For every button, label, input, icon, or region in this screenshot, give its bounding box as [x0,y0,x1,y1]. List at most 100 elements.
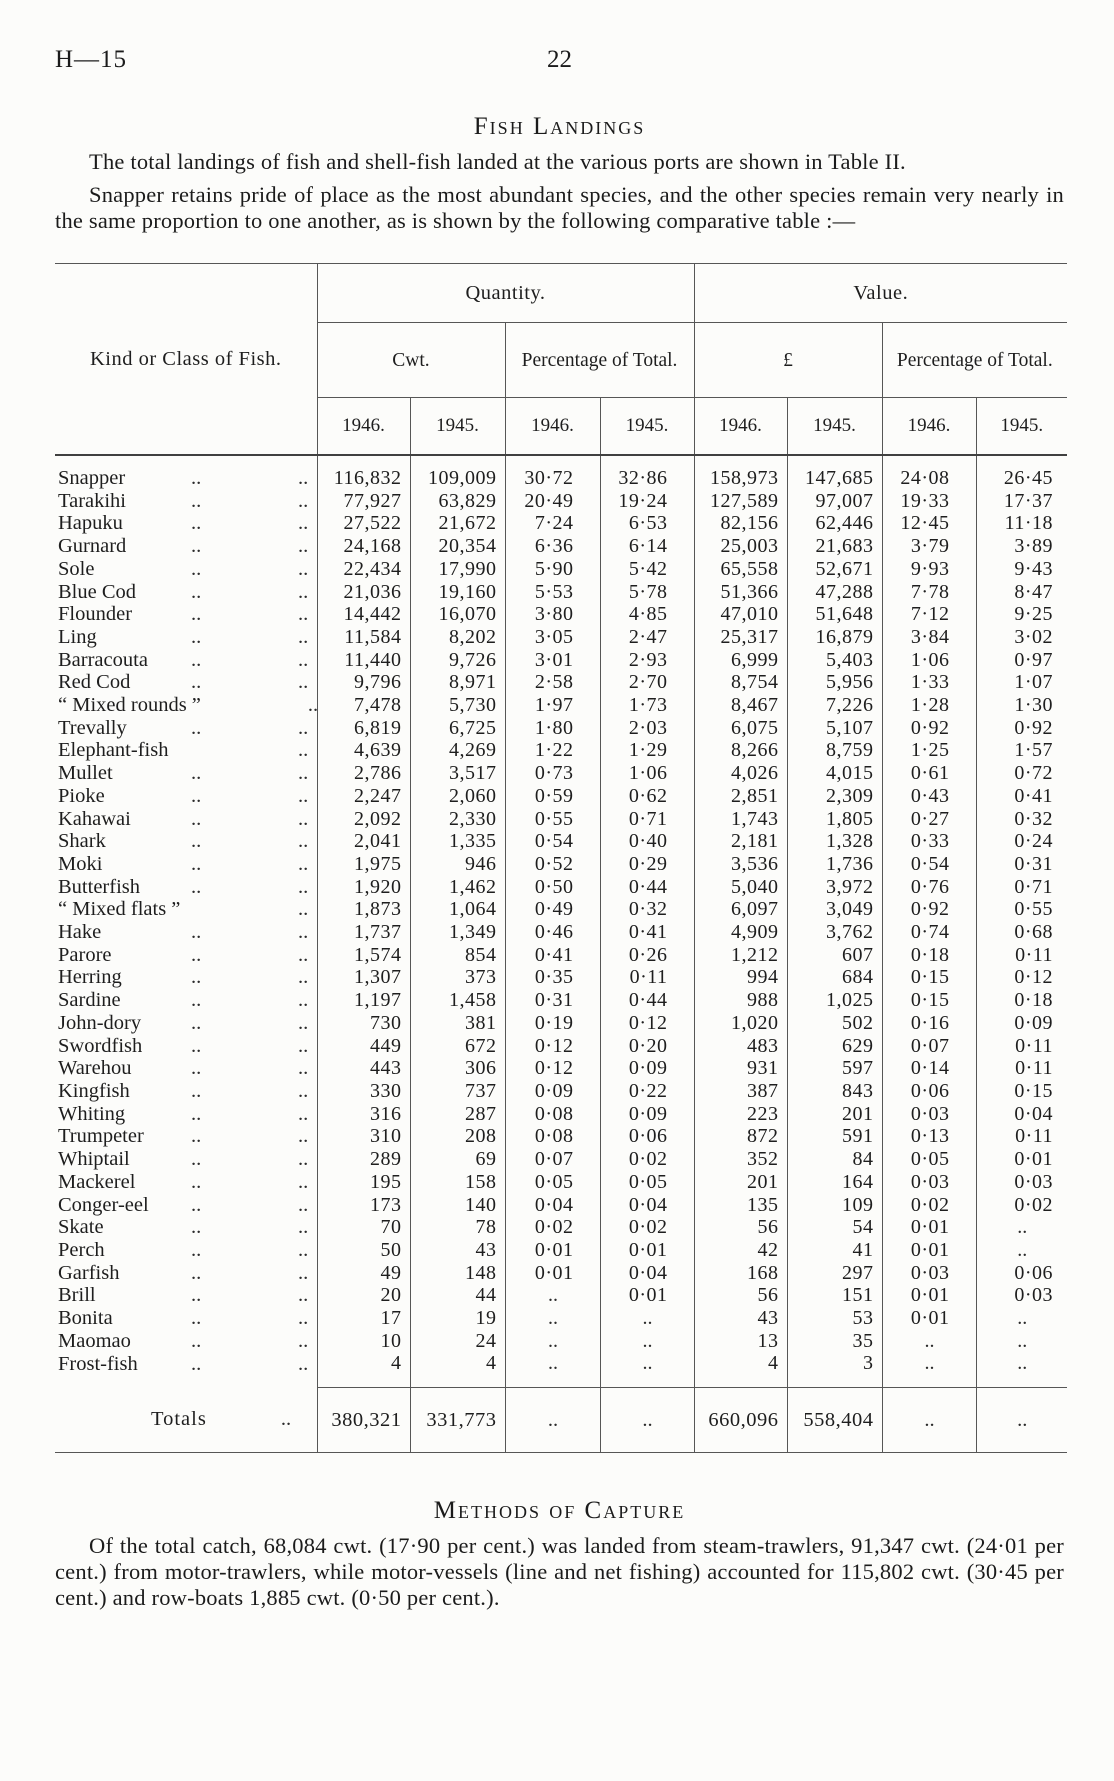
fish-name-cell: John-dory.... [55,1012,317,1035]
value-cell: 0·18 [881,943,977,967]
value-cell: 52,671 [786,557,883,581]
value-cell: 483 [693,1034,788,1058]
value-cell: 65,558 [693,557,788,581]
value-cell: 1,307 [316,966,410,990]
value-cell: 502 [786,1011,883,1035]
value-cell: 0·01 [599,1284,695,1308]
value-cell: 2,041 [316,830,410,853]
value-cell: 0·22 [599,1079,695,1103]
value-cell: 25,003 [693,535,788,558]
value-cell: 8,467 [693,694,788,717]
value-cell: 24 [409,1329,505,1353]
value-cell: 6,999 [693,648,788,672]
dot-leader: .. [280,1408,292,1431]
dot-leader: .. [191,1034,202,1057]
fish-name-cell: Kingfish.... [55,1080,317,1103]
fish-name-cell: Frost-fish.... [55,1352,317,1387]
value-cell: 449 [316,1034,410,1058]
value-cell: 0·71 [599,807,695,831]
table-row: Snapper.... 116,832 109,009 30·72 32·86 158,9… [55,455,1068,490]
dot-leader: .. [298,1148,309,1171]
value-cell: 164 [786,1170,883,1194]
dot-leader: .. [298,625,309,648]
dot-leader: .. [298,762,309,785]
dot-leader: .. [298,1307,309,1330]
value-cell: 1,975 [316,852,410,876]
table-row: Pioke.... 2,247 2,060 0·59 0·62 2,851 2,309 0·4… [55,784,1068,808]
value-cell: 854 [409,943,505,967]
value-cell: 3·05 [504,625,600,649]
dot-leader: .. [298,1079,309,1102]
totals-value-cell: 331,773 [409,1387,505,1453]
value-cell: 84 [786,1148,883,1171]
value-cell: 19·24 [599,489,695,513]
dot-leader: .. [191,1307,202,1330]
value-cell: 16,070 [409,603,505,626]
value-cell: 0·01 [881,1238,977,1262]
value-cell: 1,805 [786,807,883,831]
dot-leader: .. [298,1216,309,1239]
value-cell: 70 [316,1216,410,1239]
table-row: Garfish.... 49 148 0·01 0·04 168 297 0·03 0·06 [55,1261,1068,1285]
fish-name-cell: “ Mixed rounds ”.. [55,694,317,717]
dot-leader: .. [191,1079,202,1102]
value-cell: 4,909 [693,921,788,944]
value-cell: 3·01 [504,648,600,672]
value-cell: 5·90 [504,557,600,581]
fish-name-cell: Mullet.... [55,762,317,785]
value-cell: 0·02 [881,1193,977,1217]
value-cell: 49 [316,1261,410,1285]
dot-leader: .. [191,467,202,489]
year-header: 1946. [504,397,600,456]
value-cell: 3 [786,1352,883,1388]
subheader-quantity-percentage: Percentage of Total. [504,322,695,398]
value-cell: 51,366 [693,580,788,604]
value-cell: 109 [786,1193,883,1217]
value-cell: 8,266 [693,739,788,763]
value-cell: 1,020 [693,1011,788,1035]
table-row: Tarakihi.... 77,927 63,829 20·49 19·24 127,58… [55,489,1068,513]
value-cell: 4 [316,1352,410,1388]
value-cell: 0·05 [504,1170,600,1194]
table-row: Trumpeter.... 310 208 0·08 0·06 872 591 0·13 0·1… [55,1125,1068,1149]
fish-name-cell: Whiting.... [55,1103,317,1126]
value-cell: 872 [693,1125,788,1149]
totals-label: Totals [151,1408,207,1431]
value-cell: 0·11 [975,1034,1068,1058]
value-cell: 3,762 [786,921,883,944]
value-cell: 148 [409,1261,505,1285]
value-cell: 0·52 [504,852,600,876]
value-cell: 0·12 [504,1057,600,1080]
value-cell: 53 [786,1307,883,1330]
value-cell: .. [975,1329,1068,1353]
value-cell: 0·26 [599,943,695,967]
table-row: John-dory.... 730 381 0·19 0·12 1,020 502 0·16 0… [55,1011,1068,1035]
value-cell: 4,269 [409,739,505,763]
fish-name-cell: Elephant-fish.. [58,739,309,762]
value-cell: 11·18 [975,512,1068,536]
totals-value-cell: 380,321 [316,1387,410,1453]
fish-name-cell: Bonita.... [55,1307,317,1330]
value-cell: 201 [786,1102,883,1126]
value-cell: 151 [786,1284,883,1308]
value-cell: 0·54 [881,852,977,876]
value-cell: 9,796 [316,671,410,695]
value-cell: 3,972 [786,875,883,899]
dot-leader: .. [298,489,309,512]
dot-leader: .. [298,1352,309,1375]
table-row: Mullet.... 2,786 3,517 0·73 1·06 4,026 4,015 0·… [55,762,1068,785]
fish-name-cell: Sardine.... [55,989,317,1012]
dot-leader: .. [298,1034,309,1057]
value-cell: 9·93 [881,557,977,581]
value-cell: 1·33 [881,671,977,695]
dot-leader: .. [191,716,202,739]
value-cell: 21,672 [409,512,505,536]
value-cell: 0·55 [975,898,1068,922]
value-cell: 19 [409,1307,505,1330]
value-cell: 158,973 [693,455,788,490]
value-cell: 0·03 [881,1170,977,1194]
dot-leader: .. [298,807,309,830]
value-cell: 1·28 [881,694,977,717]
value-cell: 4,026 [693,762,788,785]
table-row: Barracouta.... 11,440 9,726 3·01 2·93 6,999 5,… [55,648,1068,672]
